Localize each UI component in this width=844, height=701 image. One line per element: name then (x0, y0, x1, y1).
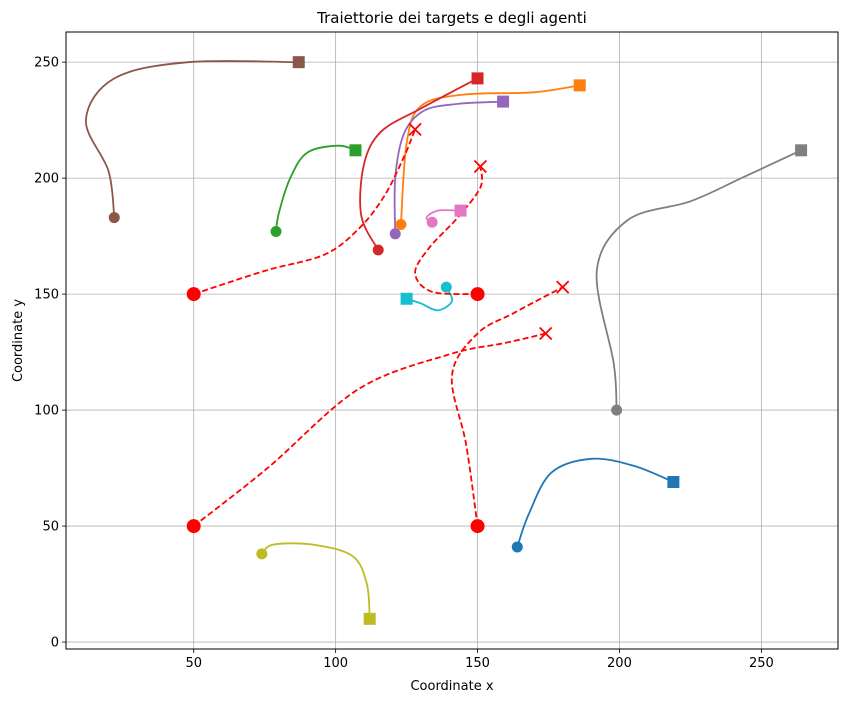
target-start-marker (256, 548, 268, 560)
target-start-marker (372, 244, 384, 256)
target-start-marker (270, 225, 282, 237)
target-trajectory (261, 542, 371, 619)
y-tick-label: 50 (42, 520, 59, 535)
agent-end-marker (556, 280, 570, 294)
agent-start-marker (470, 287, 485, 302)
target-start-marker (108, 212, 120, 224)
target-trajectory (393, 100, 504, 234)
x-tick-label: 50 (185, 656, 202, 671)
target-trajectory (400, 84, 580, 225)
target-end-marker (667, 475, 680, 488)
target-end-marker (471, 72, 484, 85)
x-tick-label: 250 (749, 656, 774, 671)
agent-start-marker (470, 519, 485, 534)
target-start-marker (389, 228, 401, 240)
y-tick-label: 0 (51, 636, 59, 651)
target-end-marker (497, 95, 510, 108)
target-start-marker (426, 216, 438, 228)
plot-frame (65, 31, 839, 650)
y-tick-label: 250 (34, 56, 59, 71)
agent-trajectory (414, 166, 483, 296)
y-tick-label: 150 (34, 288, 59, 303)
target-trajectory (406, 286, 454, 312)
ticks: 50 100 150 200 250 0 50 100 150 200 250 (34, 56, 774, 671)
x-tick-label: 150 (465, 656, 490, 671)
target-trajectory (275, 144, 356, 232)
agent-start-marker (186, 519, 201, 534)
target-trajectory (84, 60, 299, 218)
target-end-marker (349, 144, 362, 157)
target-end-marker (292, 56, 305, 69)
trajectories (84, 60, 802, 619)
chart-title: Traiettorie dei targets e degli agenti (316, 9, 587, 27)
agent-end-marker (473, 159, 488, 174)
agent-trajectory (193, 332, 546, 527)
y-tick-label: 200 (34, 172, 59, 187)
markers (108, 56, 808, 625)
target-start-marker (440, 281, 452, 293)
target-start-marker (395, 219, 407, 231)
x-tick-label: 100 (323, 656, 348, 671)
x-tick-label: 200 (607, 656, 632, 671)
target-end-marker (573, 79, 586, 92)
target-end-marker (400, 292, 413, 305)
y-tick-label: 100 (34, 404, 59, 419)
agent-start-marker (186, 287, 201, 302)
target-trajectory (595, 149, 802, 411)
target-trajectory (359, 77, 478, 251)
target-start-marker (511, 541, 523, 553)
y-axis-label: Coordinate y (11, 299, 26, 382)
target-end-marker (454, 204, 467, 217)
x-axis-label: Coordinate x (410, 679, 493, 694)
agent-end-marker (408, 122, 422, 137)
target-end-marker (795, 144, 808, 157)
target-trajectory (516, 457, 674, 548)
agent-end-marker (539, 326, 553, 341)
agent-trajectory (450, 286, 564, 527)
target-start-marker (611, 404, 623, 416)
agent-trajectory (193, 129, 416, 295)
target-end-marker (363, 612, 376, 625)
